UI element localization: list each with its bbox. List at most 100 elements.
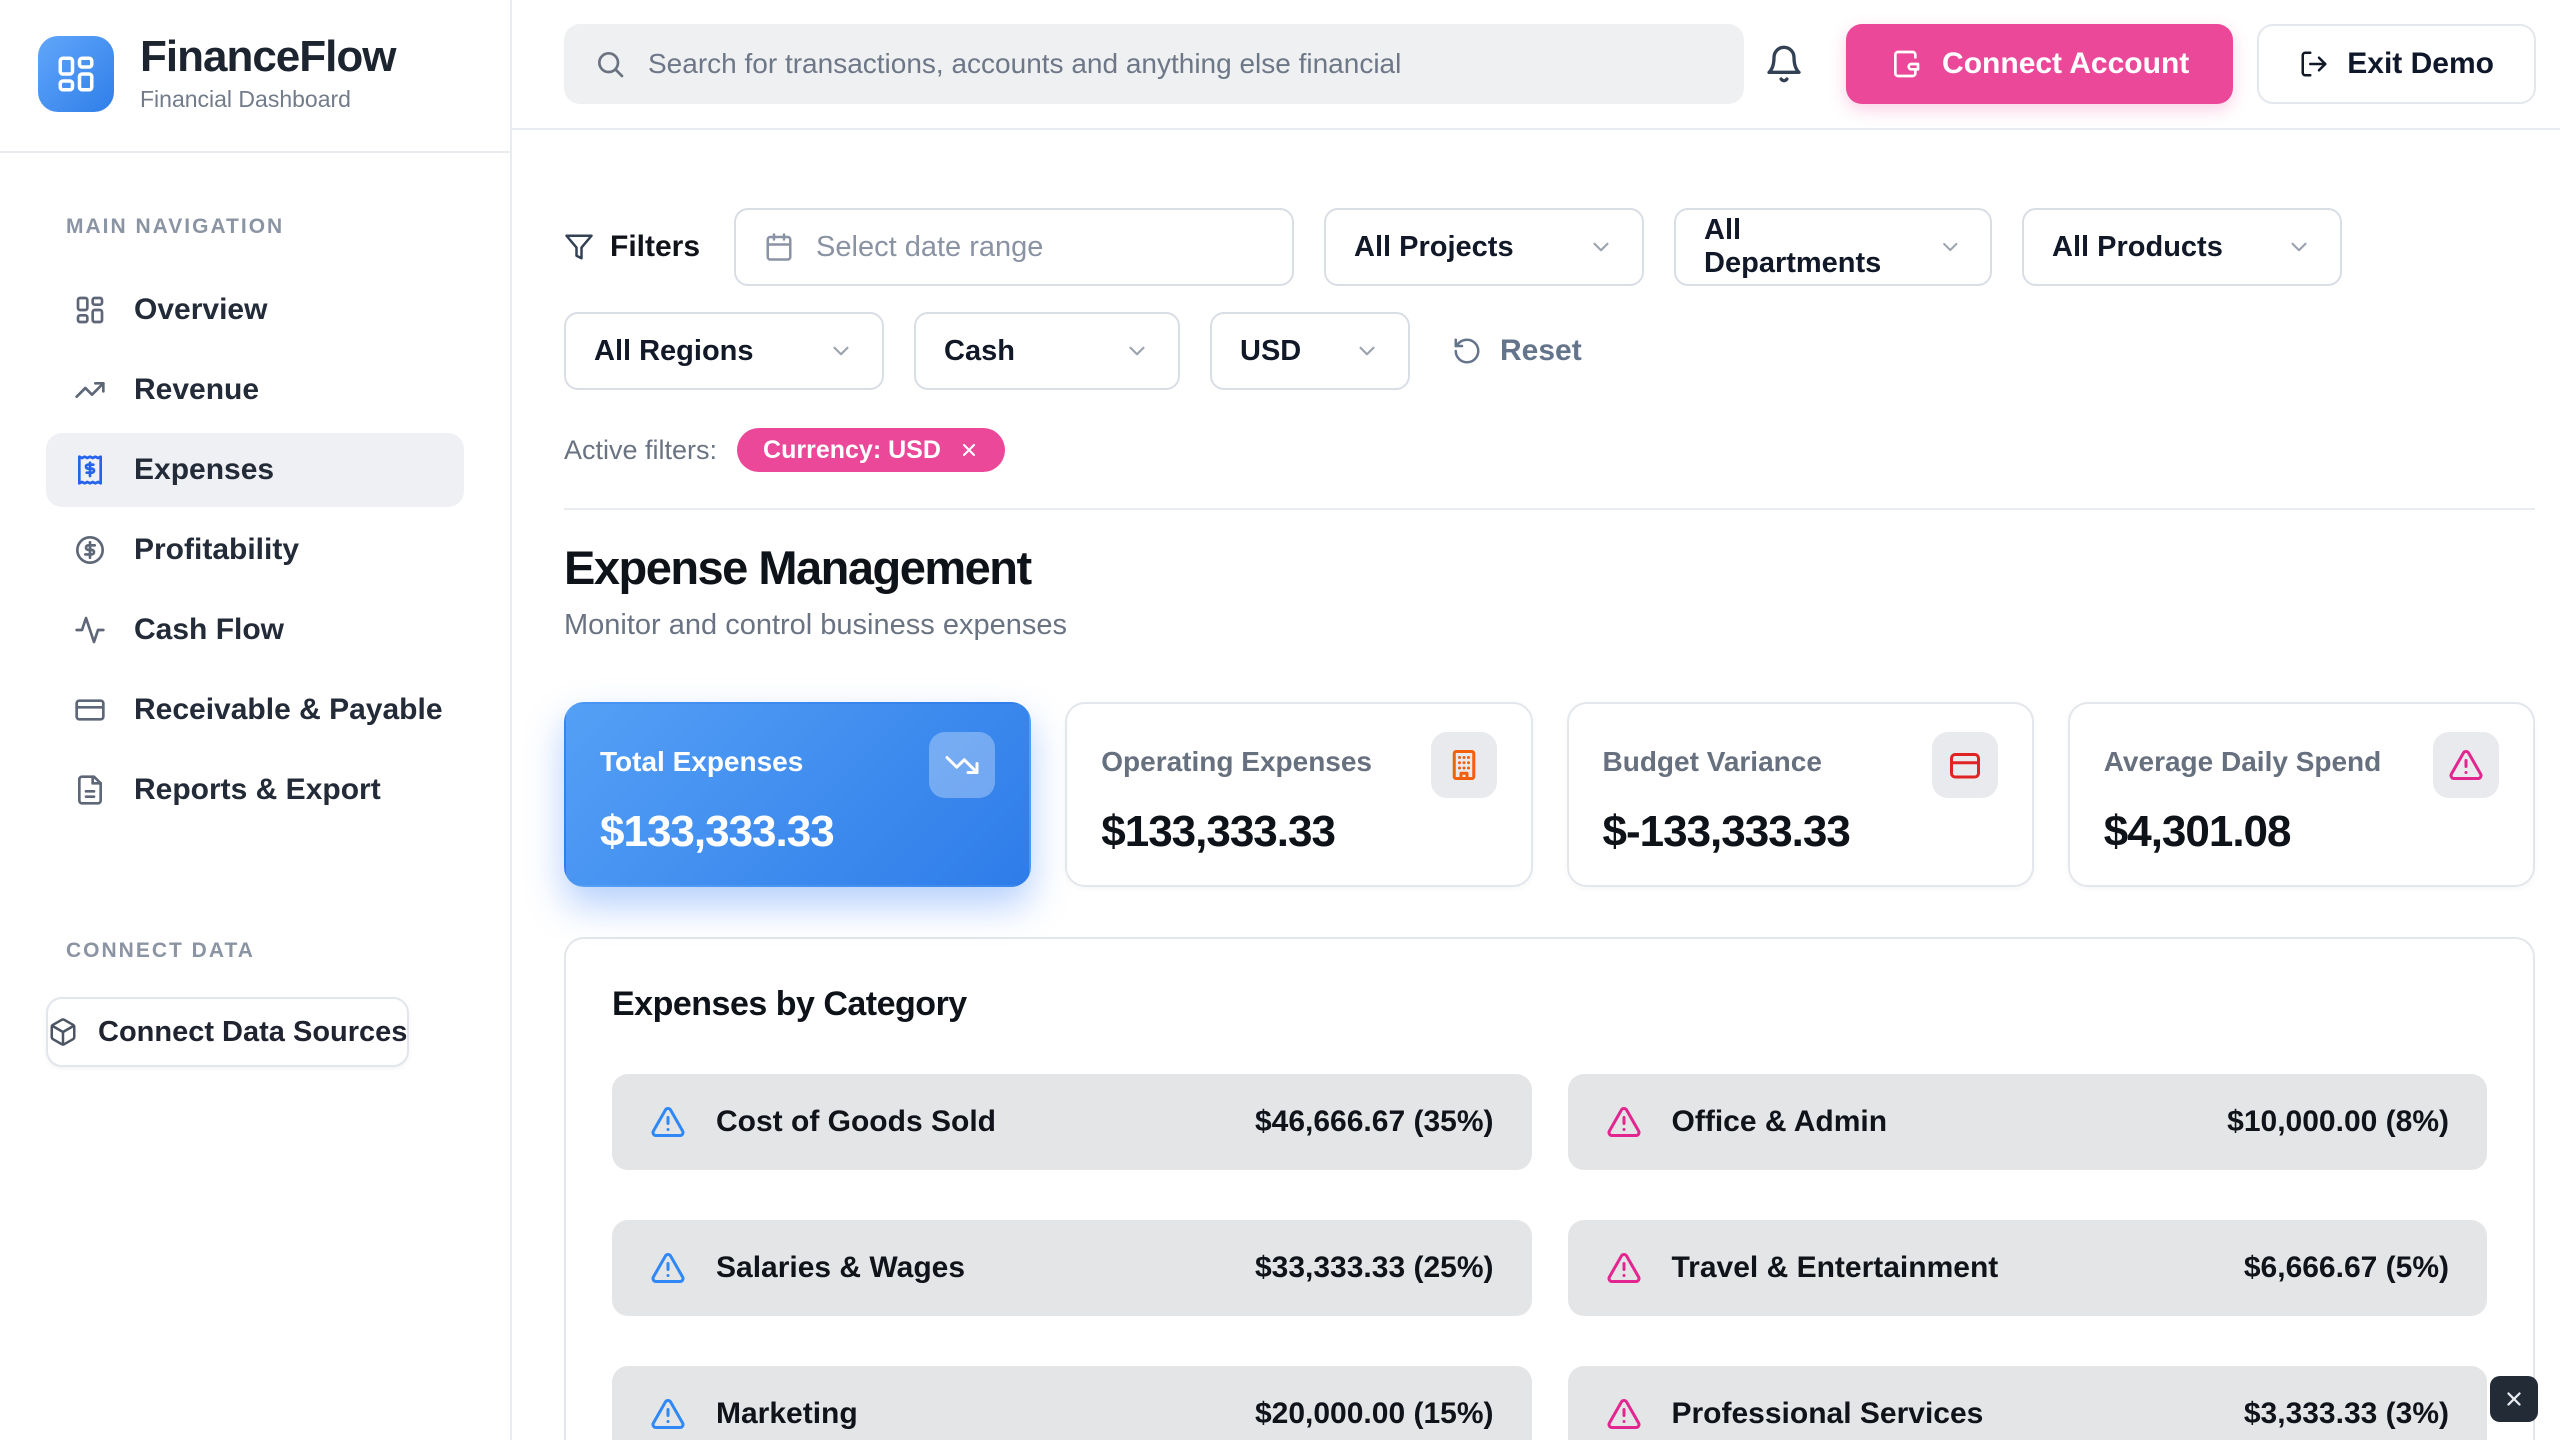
layout-dashboard-icon: [76, 296, 104, 324]
card-icon-tile: [1931, 732, 1998, 798]
sidebar-item-label: Overview: [134, 293, 268, 327]
exit-demo-label: Exit Demo: [2347, 47, 2494, 80]
card-icon-tile: [929, 732, 996, 798]
close-icon: [2507, 1392, 2521, 1406]
calendar-icon: [766, 233, 792, 261]
card-label: Average Daily Spend: [2103, 746, 2382, 777]
close-icon[interactable]: [959, 440, 979, 460]
sidebar-connect-heading: CONNECT DATA: [66, 939, 255, 963]
projects-dropdown[interactable]: All Projects: [1324, 208, 1645, 286]
category-value: $10,000.00 (8%): [2227, 1105, 2449, 1138]
bell-icon: [1767, 45, 1801, 83]
products-dropdown-value: All Products: [2052, 230, 2223, 263]
page-title: Expense Management: [564, 541, 1032, 594]
category-value: $6,666.67 (5%): [2243, 1251, 2449, 1284]
brand-tagline: Financial Dashboard: [140, 86, 351, 113]
date-range-placeholder: Select date range: [816, 230, 1044, 263]
trending-down-icon: [945, 756, 979, 774]
category-row-travel-entertainment[interactable]: Travel & Entertainment $6,666.67 (5%): [1567, 1220, 2487, 1316]
card-value: $4,301.08: [2103, 807, 2292, 856]
alert-triangle-icon: [1607, 1107, 1640, 1137]
category-row-cost-of-goods-sold[interactable]: Cost of Goods Sold $46,666.67 (35%): [612, 1074, 1532, 1170]
card-top: Total Expenses: [600, 732, 996, 798]
card-top: Operating Expenses: [1101, 732, 1497, 798]
search-input[interactable]: [648, 48, 1714, 80]
active-filters: Active filters: Currency: USD: [564, 428, 2535, 472]
category-value: $3,333.33 (3%): [2243, 1397, 2449, 1430]
projects-dropdown-value: All Projects: [1354, 230, 1514, 263]
brand-text: FinanceFlow Financial Dashboard: [140, 32, 396, 113]
filters-row-1: Filters Select date range All Projects A…: [564, 208, 2535, 286]
active-filters-label: Active filters:: [564, 434, 718, 465]
chevron-down-icon: [1129, 346, 1145, 356]
active-filter-chip-currency[interactable]: Currency: USD: [737, 428, 1005, 472]
chevron-down-icon: [2291, 242, 2307, 252]
category-label: Marketing: [716, 1397, 858, 1430]
stat-card-average-daily-spend[interactable]: Average Daily Spend $4,301.08: [2067, 702, 2535, 887]
category-value: $20,000.00 (15%): [1254, 1397, 1494, 1430]
brand-title: FinanceFlow: [140, 32, 396, 81]
building-icon: [1452, 750, 1475, 780]
card-icon-tile: [2433, 732, 2499, 798]
currency-dropdown[interactable]: USD: [1210, 312, 1410, 390]
sidebar-item-revenue[interactable]: Revenue: [46, 353, 464, 427]
departments-dropdown-value: All Departments: [1704, 214, 1882, 279]
card-top: Average Daily Spend: [2104, 732, 2499, 798]
trending-up-icon: [75, 382, 105, 399]
departments-dropdown[interactable]: All Departments: [1674, 208, 1993, 286]
stat-cards: Total Expenses $133,333.33 Operating Exp…: [564, 702, 2535, 887]
topbar: Connect Account Exit Demo: [512, 0, 2560, 130]
connect-data-sources-label: Connect Data Sources: [98, 1015, 408, 1048]
reset-label: Reset: [1500, 334, 1582, 367]
wallet-icon: [1894, 50, 1920, 78]
credit-card-icon: [75, 699, 105, 721]
card-value: $133,333.33: [600, 807, 835, 856]
category-label: Travel & Entertainment: [1671, 1251, 1999, 1284]
close-overlay-button[interactable]: [2490, 1376, 2538, 1422]
sidebar-item-reports-export[interactable]: Reports & Export: [46, 753, 464, 827]
date-range-picker[interactable]: Select date range: [734, 208, 1295, 286]
products-dropdown[interactable]: All Products: [2022, 208, 2343, 286]
stat-card-operating-expenses[interactable]: Operating Expenses $133,333.33: [1065, 702, 1533, 887]
section-divider: [564, 508, 2535, 510]
connect-data-sources-button[interactable]: Connect Data Sources: [46, 997, 410, 1068]
chevron-down-icon: [1593, 242, 1609, 252]
connect-account-button[interactable]: Connect Account: [1846, 24, 2234, 104]
category-label: Salaries & Wages: [716, 1251, 966, 1284]
category-value: $46,666.67 (35%): [1254, 1105, 1494, 1138]
chevron-down-icon: [833, 346, 849, 356]
accounting-basis-dropdown[interactable]: Cash: [914, 312, 1180, 390]
notifications-button[interactable]: [1764, 44, 1804, 84]
brand-logo-icon: [38, 35, 114, 112]
exit-demo-button[interactable]: Exit Demo: [2257, 24, 2536, 104]
connect-account-label: Connect Account: [1942, 47, 2190, 80]
page-subtitle: Monitor and control business expenses: [564, 609, 1067, 641]
category-row-professional-services[interactable]: Professional Services $3,333.33 (3%): [1567, 1366, 2487, 1440]
sidebar-item-label: Reports & Export: [134, 773, 381, 807]
card-value: $-133,333.33: [1602, 807, 1851, 856]
sidebar-item-profitability[interactable]: Profitability: [46, 513, 464, 587]
sidebar-item-receivable-payable[interactable]: Receivable & Payable: [46, 673, 464, 747]
sidebar-item-overview[interactable]: Overview: [46, 273, 464, 347]
sidebar-item-cash-flow[interactable]: Cash Flow: [46, 593, 464, 667]
alert-triangle-icon: [1607, 1253, 1640, 1283]
sidebar: FinanceFlow Financial Dashboard MAIN NAV…: [0, 0, 512, 1440]
category-row-marketing[interactable]: Marketing $20,000.00 (15%): [612, 1366, 1532, 1440]
category-value: $33,333.33 (25%): [1254, 1251, 1494, 1284]
card-value: $133,333.33: [1101, 807, 1336, 856]
accounting-basis-value: Cash: [944, 334, 1015, 367]
sidebar-item-expenses[interactable]: Expenses: [46, 433, 464, 508]
regions-dropdown[interactable]: All Regions: [564, 312, 884, 390]
stat-card-total-expenses[interactable]: Total Expenses $133,333.33: [564, 702, 1032, 887]
category-row-office-admin[interactable]: Office & Admin $10,000.00 (8%): [1567, 1074, 2487, 1170]
brand: FinanceFlow Financial Dashboard: [0, 0, 510, 154]
search-bar[interactable]: [564, 24, 1744, 104]
package-icon: [50, 1018, 76, 1046]
reset-filters-button[interactable]: Reset: [1452, 334, 1582, 368]
category-row-salaries-wages[interactable]: Salaries & Wages $33,333.33 (25%): [612, 1220, 1532, 1316]
filters-label-text: Filters: [610, 230, 701, 263]
chevron-down-icon: [1359, 346, 1375, 356]
activity-icon: [75, 616, 105, 644]
stat-card-budget-variance[interactable]: Budget Variance $-133,333.33: [1566, 702, 2034, 887]
